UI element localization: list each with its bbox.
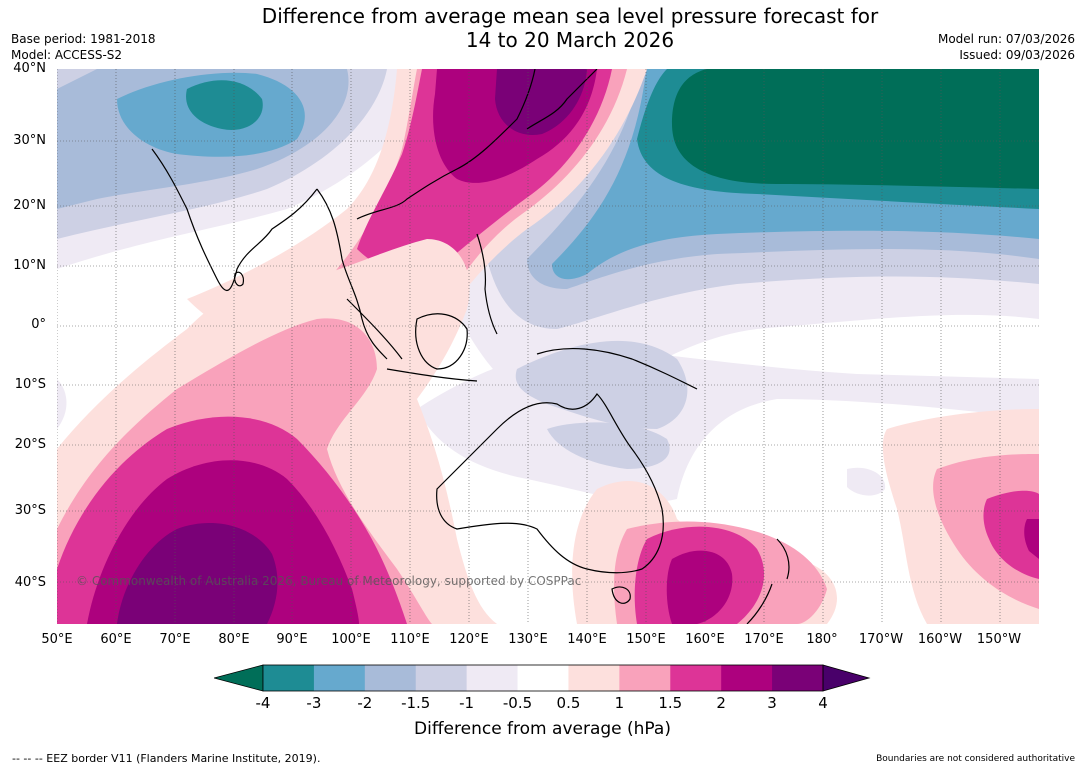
lat-label-10s: 10°S (14, 377, 46, 392)
colorbar-tick-label: 2 (716, 694, 726, 712)
colorbar-tick-label: 3 (767, 694, 777, 712)
contour-minus1-tropical (515, 340, 688, 429)
lon-label-70e: 70°E (159, 632, 191, 647)
lon-label-130e: 130°E (508, 632, 548, 647)
meta-right: Model run: 07/03/2026 Issued: 09/03/2026 (938, 31, 1075, 63)
colorbar (214, 664, 871, 692)
contour-minus4-north-pacific (672, 69, 1039, 189)
coast-new-zealand (746, 538, 790, 624)
coast-sri-lanka (234, 271, 244, 287)
colorbar-label: Difference from average (hPa) (414, 719, 671, 739)
contour-plus05-maritime (307, 239, 470, 399)
lat-label-40n: 40°N (13, 61, 46, 76)
copyright-notice: © Commonwealth of Australia 2026, Bureau… (76, 574, 582, 588)
lon-label-170w: 170°W (858, 632, 904, 647)
lon-label-60e: 60°E (100, 632, 132, 647)
coast-new-guinea (536, 347, 698, 390)
lat-label-eq: 0° (31, 317, 46, 332)
colorbar-tick-label: -0.5 (502, 694, 533, 712)
colorbar-tick-label: -3 (306, 694, 322, 712)
coast-se-asia (316, 69, 536, 360)
coastlines (151, 69, 790, 624)
map-svg (57, 69, 1039, 624)
contour-plus3-indian-ocean (117, 523, 278, 624)
colorbar-tick-label: -1.5 (401, 694, 431, 712)
colorbar-box (313, 665, 366, 691)
lon-label-140e: 140°E (567, 632, 607, 647)
contour-minus1-nw-shelf (547, 422, 670, 469)
lat-label-20s: 20°S (14, 437, 46, 452)
colorbar-box (263, 665, 315, 691)
colorbar-tick-label: 1.5 (658, 694, 683, 712)
lon-label-160w: 160°W (917, 632, 963, 647)
lon-label-160e: 160°E (685, 632, 725, 647)
colorbar-tick-label: 1 (614, 694, 625, 712)
issued-date: Issued: 09/03/2026 (959, 48, 1075, 62)
coast-sumatra (346, 298, 478, 382)
contour-minus3-asia (186, 80, 263, 130)
colorbar-tick-label: -2 (357, 694, 373, 712)
contour-plus2-tasman (666, 550, 733, 624)
lon-label-90e: 90°E (276, 632, 308, 647)
colorbar-boxes (263, 665, 824, 691)
coast-japan (526, 69, 598, 130)
meta-left: Base period: 1981-2018 Model: ACCESS-S2 (11, 31, 156, 63)
colorbar-box (466, 665, 519, 691)
colorbar-tick-label: 4 (818, 694, 828, 712)
colorbar-under-arrow (214, 664, 264, 692)
graticule (57, 69, 1039, 624)
model-name: Model: ACCESS-S2 (11, 48, 123, 62)
colorbar-box (772, 665, 824, 691)
colorbar-box (517, 665, 569, 691)
lon-label-110e: 110°E (390, 632, 430, 647)
colorbar-over-arrow (822, 664, 871, 692)
contour-minus05-lhs-patch (847, 467, 886, 496)
title-line-2: 14 to 20 March 2026 (465, 28, 675, 52)
colorbar-box (619, 665, 671, 691)
colorbar-box (415, 665, 468, 691)
lon-label-170e: 170°E (744, 632, 784, 647)
coast-tasmania (611, 586, 631, 604)
title-line-1: Difference from average mean sea level p… (261, 4, 879, 28)
colorbar-frame (262, 664, 824, 692)
colorbar-tick-label: 0.5 (556, 694, 581, 712)
lon-label-80e: 80°E (218, 632, 250, 647)
coast-india (151, 148, 318, 292)
coast-borneo (415, 313, 468, 370)
contour-plus15-south-pacific (983, 490, 1039, 579)
lon-label-150e: 150°E (626, 632, 666, 647)
coast-philippines (476, 233, 498, 335)
lat-label-40s: 40°S (14, 575, 46, 590)
boundaries-footnote: Boundaries are not considered authoritat… (876, 754, 1075, 764)
lon-label-120e: 120°E (449, 632, 489, 647)
model-run: Model run: 07/03/2026 (937, 32, 1075, 46)
lat-label-20n: 20°N (13, 198, 46, 213)
colorbar-tick-label: -1 (459, 694, 475, 712)
colorbar-box (721, 665, 773, 691)
colorbar-box (670, 665, 722, 691)
chart-title: Difference from average mean sea level p… (200, 4, 940, 52)
base-period: Base period: 1981-2018 (11, 32, 156, 46)
colorbar-tick-label: -4 (255, 694, 271, 712)
lon-label-150w: 150°W (976, 632, 1022, 647)
lon-label-50e: 50°E (41, 632, 73, 647)
colorbar-box (364, 665, 417, 691)
colorbar-box (568, 665, 620, 691)
lat-label-30s: 30°S (14, 503, 46, 518)
contour-plus2-south-pacific (1024, 519, 1039, 559)
contour-minus05-west-margin (57, 379, 67, 429)
eez-footnote: -- -- -- EEZ border V11 (Flanders Marine… (12, 752, 321, 765)
lon-label-180: 180° (806, 632, 838, 647)
coast-australia (436, 393, 664, 574)
lat-label-10n: 10°N (13, 258, 46, 273)
positive-anomaly-fields (57, 69, 1039, 624)
anomaly-map (57, 69, 1039, 624)
contour-plus3-east-asia (495, 69, 587, 135)
lon-label-100e: 100°E (331, 632, 371, 647)
lat-label-30n: 30°N (13, 133, 46, 148)
